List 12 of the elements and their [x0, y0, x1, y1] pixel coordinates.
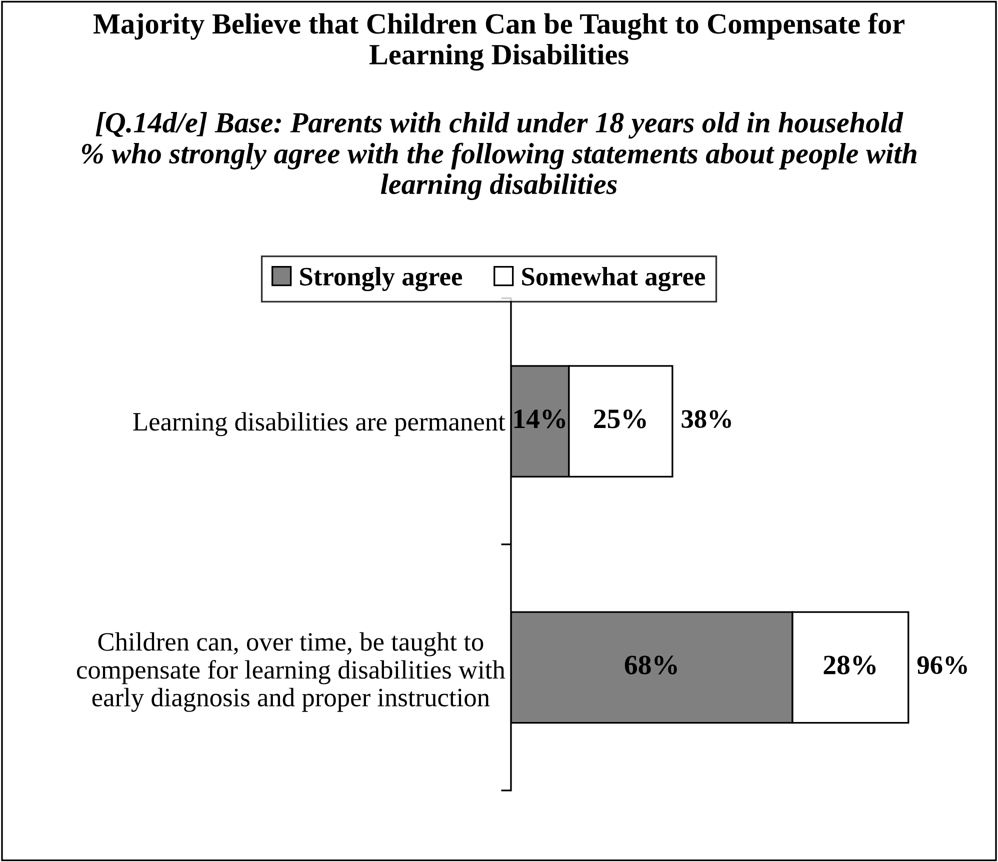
total-label: 38% [682, 410, 731, 428]
y-tick-label: Learning disabilities are permanent [133, 412, 506, 436]
data-label: 28% [824, 656, 876, 674]
chart-title: Majority Believe that Children Can be Taught to Compensate for Learning Disabilities [93, 12, 904, 71]
total-label: 96% [917, 656, 967, 674]
data-label: 14% [514, 410, 566, 428]
data-label: 68% [624, 656, 677, 674]
legend-label: Somewhat agree [522, 266, 706, 292]
chart-subtitle: [Q.14d/e] Base: Parents with child under 18 years old in household % who strongly agree with the following statements about people with learning disabilities [82, 112, 916, 200]
data-label: 25% [594, 410, 646, 428]
y-tick-label: Children can, over time, be taught to compensate for learning disabilities with early diagnosis and proper instruction [76, 632, 506, 712]
legend-label: Strongly agree [300, 266, 462, 292]
